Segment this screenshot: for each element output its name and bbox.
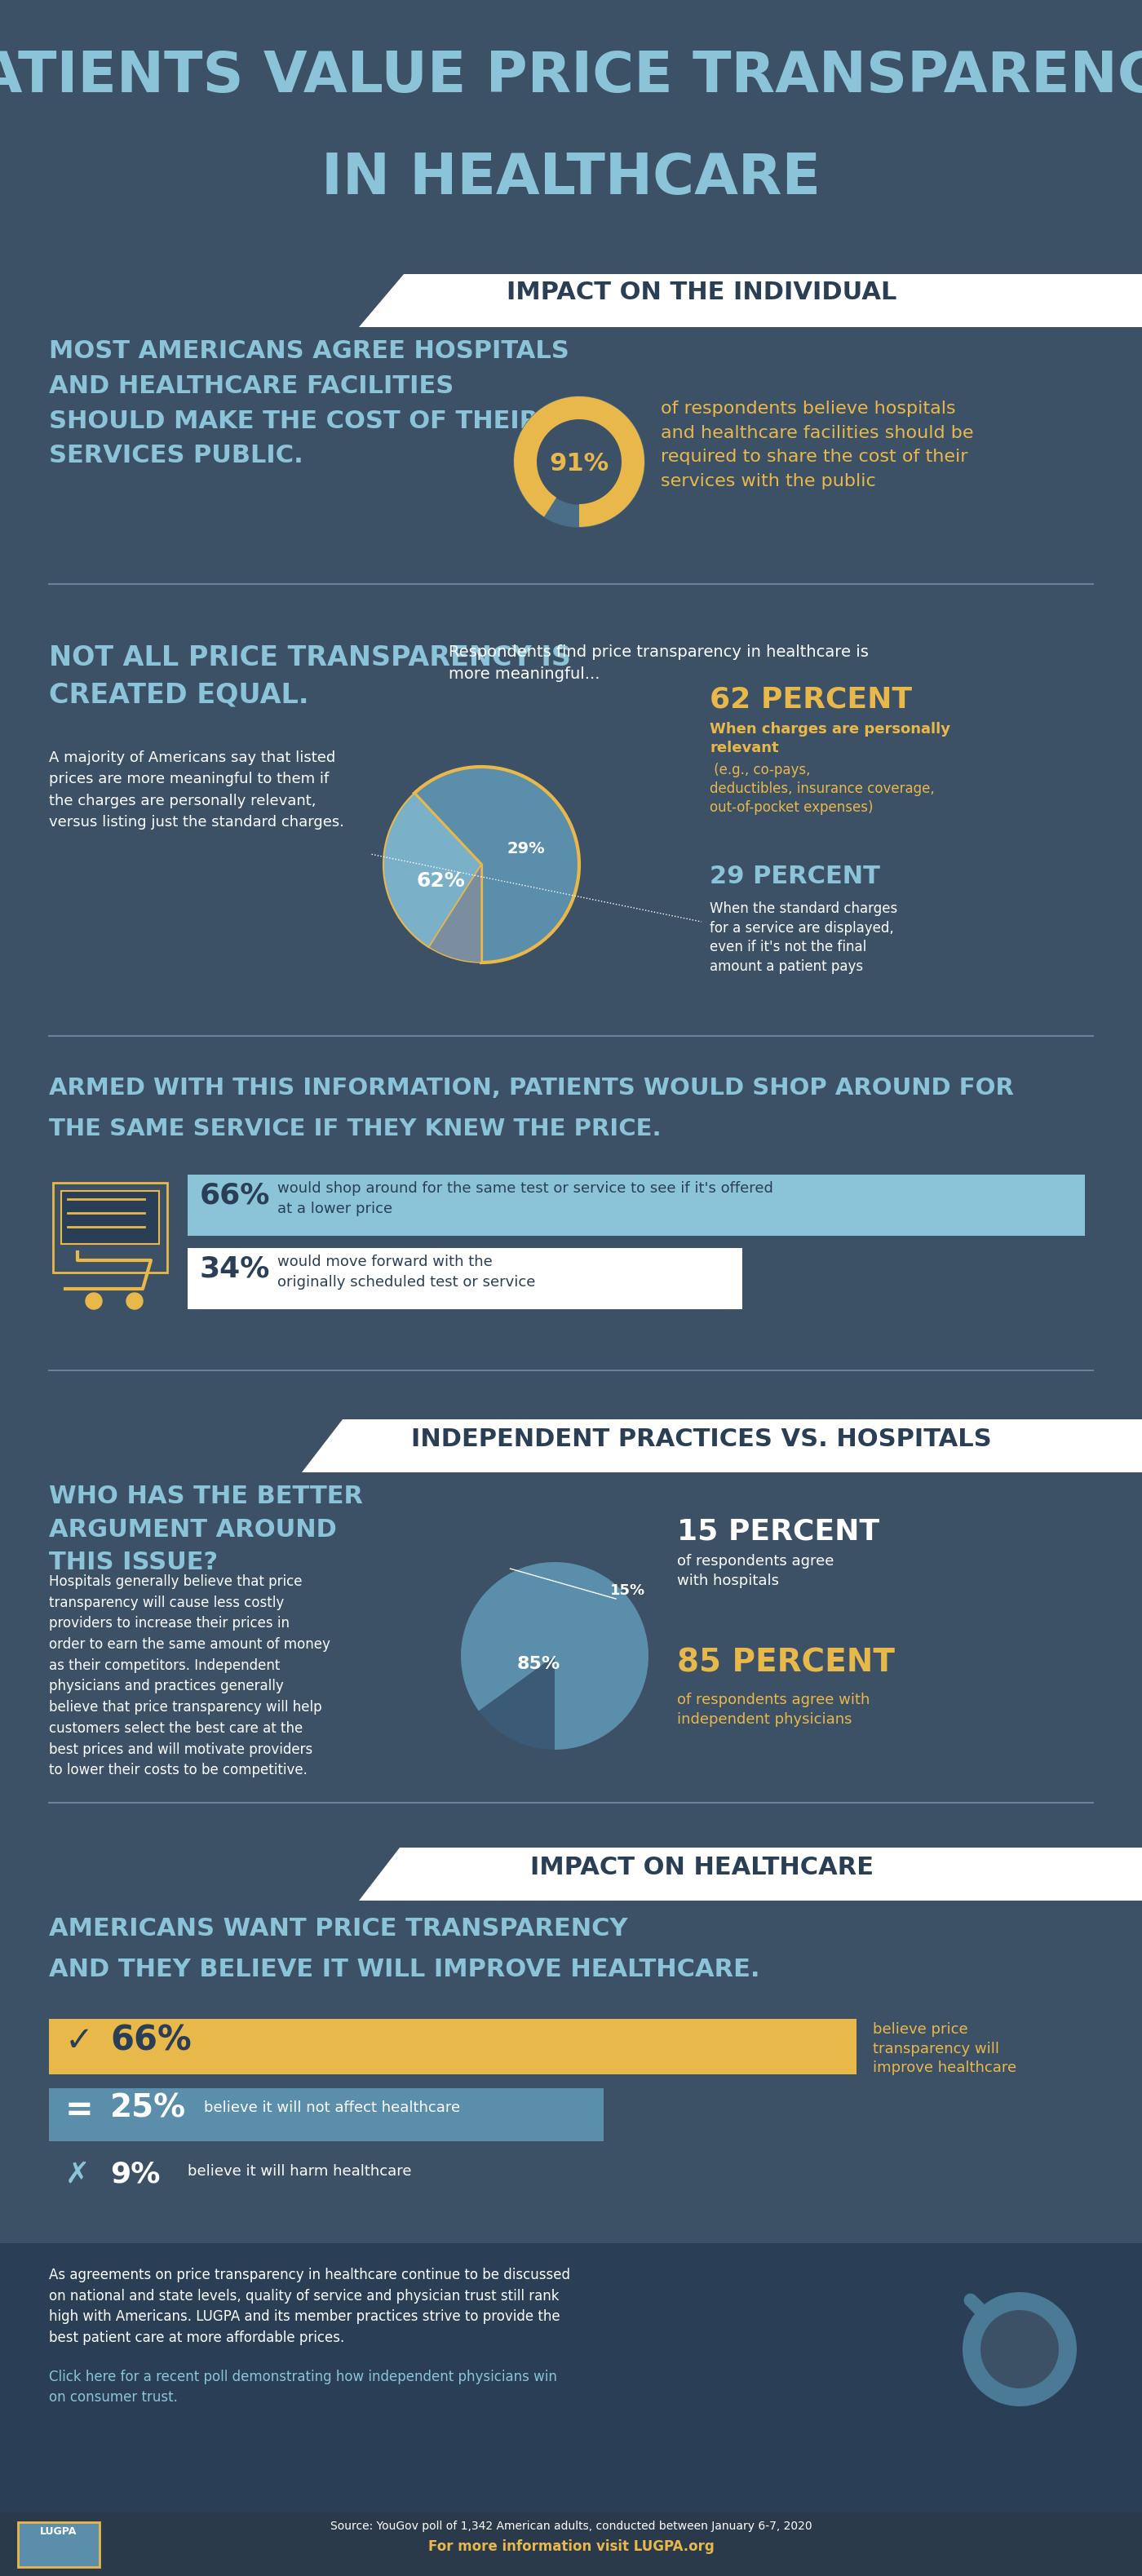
Text: LUGPA: LUGPA: [40, 2527, 78, 2537]
Text: THE SAME SERVICE IF THEY KNEW THE PRICE.: THE SAME SERVICE IF THEY KNEW THE PRICE.: [49, 1118, 661, 1141]
Circle shape: [537, 420, 621, 505]
Bar: [49, 2089, 604, 2141]
Text: For more information visit LUGPA.org: For more information visit LUGPA.org: [428, 2540, 714, 2553]
Text: 34%: 34%: [200, 1255, 271, 1283]
Bar: [49, 2020, 856, 2074]
Text: 66%: 66%: [200, 1182, 271, 1208]
Wedge shape: [384, 793, 481, 948]
Bar: [187, 1175, 1085, 1236]
Text: ✗: ✗: [65, 2161, 90, 2190]
Text: Hospitals generally believe that price
transparency will cause less costly
provi: Hospitals generally believe that price t…: [49, 1574, 330, 1777]
Polygon shape: [301, 1419, 1142, 1473]
Polygon shape: [359, 1847, 1142, 1901]
Text: 66%: 66%: [110, 2025, 192, 2058]
Text: 85 PERCENT: 85 PERCENT: [677, 1649, 895, 1680]
Circle shape: [981, 2311, 1059, 2388]
Text: of respondents believe hospitals
and healthcare facilities should be
required to: of respondents believe hospitals and hea…: [661, 399, 973, 489]
Bar: [18, 2522, 99, 2568]
Bar: [53, 1182, 167, 1273]
Text: Respondents find price transparency in healthcare is
more meaningful...: Respondents find price transparency in h…: [449, 644, 869, 683]
Text: PATIENTS VALUE PRICE TRANSPARENCY: PATIENTS VALUE PRICE TRANSPARENCY: [0, 49, 1142, 103]
Text: Source: YouGov poll of 1,342 American adults, conducted between January 6-7, 202: Source: YouGov poll of 1,342 American ad…: [330, 2519, 812, 2532]
Text: A majority of Americans say that listed
prices are more meaningful to them if
th: A majority of Americans say that listed …: [49, 750, 344, 829]
Text: ARMED WITH THIS INFORMATION, PATIENTS WOULD SHOP AROUND FOR: ARMED WITH THIS INFORMATION, PATIENTS WO…: [49, 1077, 1014, 1100]
Text: When charges are personally
relevant: When charges are personally relevant: [709, 721, 950, 755]
Text: 15%: 15%: [611, 1584, 645, 1597]
Text: believe price
transparency will
improve healthcare: believe price transparency will improve …: [872, 2022, 1016, 2076]
Text: NOT ALL PRICE TRANSPARENCY IS
CREATED EQUAL.: NOT ALL PRICE TRANSPARENCY IS CREATED EQ…: [49, 644, 571, 708]
Text: =: =: [65, 2094, 94, 2128]
Text: 25%: 25%: [110, 2094, 186, 2125]
Bar: [0, 2244, 1142, 2512]
Text: 85%: 85%: [516, 1656, 560, 1672]
Text: believe it will harm healthcare: believe it will harm healthcare: [187, 2164, 411, 2179]
Text: MOST AMERICANS AGREE HOSPITALS
AND HEALTHCARE FACILITIES
SHOULD MAKE THE COST OF: MOST AMERICANS AGREE HOSPITALS AND HEALT…: [49, 340, 569, 469]
Text: WHO HAS THE BETTER
ARGUMENT AROUND
THIS ISSUE?: WHO HAS THE BETTER ARGUMENT AROUND THIS …: [49, 1484, 363, 1574]
Text: IN HEALTHCARE: IN HEALTHCARE: [321, 152, 821, 206]
Wedge shape: [514, 397, 644, 528]
Text: 62 PERCENT: 62 PERCENT: [709, 685, 912, 714]
Wedge shape: [429, 866, 481, 963]
Text: of respondents agree with
independent physicians: of respondents agree with independent ph…: [677, 1692, 870, 1726]
Bar: [62, 1190, 159, 1244]
Text: 9%: 9%: [110, 2161, 160, 2190]
Text: AND THEY BELIEVE IT WILL IMPROVE HEALTHCARE.: AND THEY BELIEVE IT WILL IMPROVE HEALTHC…: [49, 1958, 759, 1981]
Text: Click here for a recent poll demonstrating how independent physicians win
on con: Click here for a recent poll demonstrati…: [49, 2370, 557, 2406]
Circle shape: [963, 2293, 1077, 2406]
Text: IMPACT ON HEALTHCARE: IMPACT ON HEALTHCARE: [530, 1855, 874, 1880]
Text: 29%: 29%: [507, 840, 545, 855]
Circle shape: [514, 397, 644, 528]
Text: 91%: 91%: [549, 451, 609, 477]
Circle shape: [127, 1293, 143, 1309]
Text: would move forward with the
originally scheduled test or service: would move forward with the originally s…: [278, 1255, 536, 1291]
Bar: [0, 2512, 1142, 2576]
Circle shape: [86, 1293, 102, 1309]
Wedge shape: [478, 1656, 555, 1749]
Wedge shape: [415, 768, 579, 963]
Polygon shape: [359, 273, 1142, 327]
Text: 62%: 62%: [416, 871, 465, 891]
Text: When the standard charges
for a service are displayed,
even if it's not the fina: When the standard charges for a service …: [709, 902, 898, 974]
Text: ✓: ✓: [65, 2025, 94, 2058]
Text: AMERICANS WANT PRICE TRANSPARENCY: AMERICANS WANT PRICE TRANSPARENCY: [49, 1917, 628, 1940]
Text: believe it will not affect healthcare: believe it will not affect healthcare: [204, 2099, 460, 2115]
Wedge shape: [461, 1561, 649, 1749]
Text: would shop around for the same test or service to see if it's offered
at a lower: would shop around for the same test or s…: [278, 1182, 773, 1216]
Text: IMPACT ON THE INDIVIDUAL: IMPACT ON THE INDIVIDUAL: [506, 281, 896, 304]
Bar: [187, 1247, 742, 1309]
Text: 15 PERCENT: 15 PERCENT: [677, 1517, 879, 1546]
Text: 29 PERCENT: 29 PERCENT: [709, 866, 880, 889]
Text: (e.g., co-pays,
deductibles, insurance coverage,
out-of-pocket expenses): (e.g., co-pays, deductibles, insurance c…: [709, 762, 934, 814]
Text: INDEPENDENT PRACTICES VS. HOSPITALS: INDEPENDENT PRACTICES VS. HOSPITALS: [411, 1427, 991, 1450]
Text: of respondents agree
with hospitals: of respondents agree with hospitals: [677, 1553, 834, 1587]
Text: As agreements on price transparency in healthcare continue to be discussed
on na: As agreements on price transparency in h…: [49, 2267, 570, 2344]
